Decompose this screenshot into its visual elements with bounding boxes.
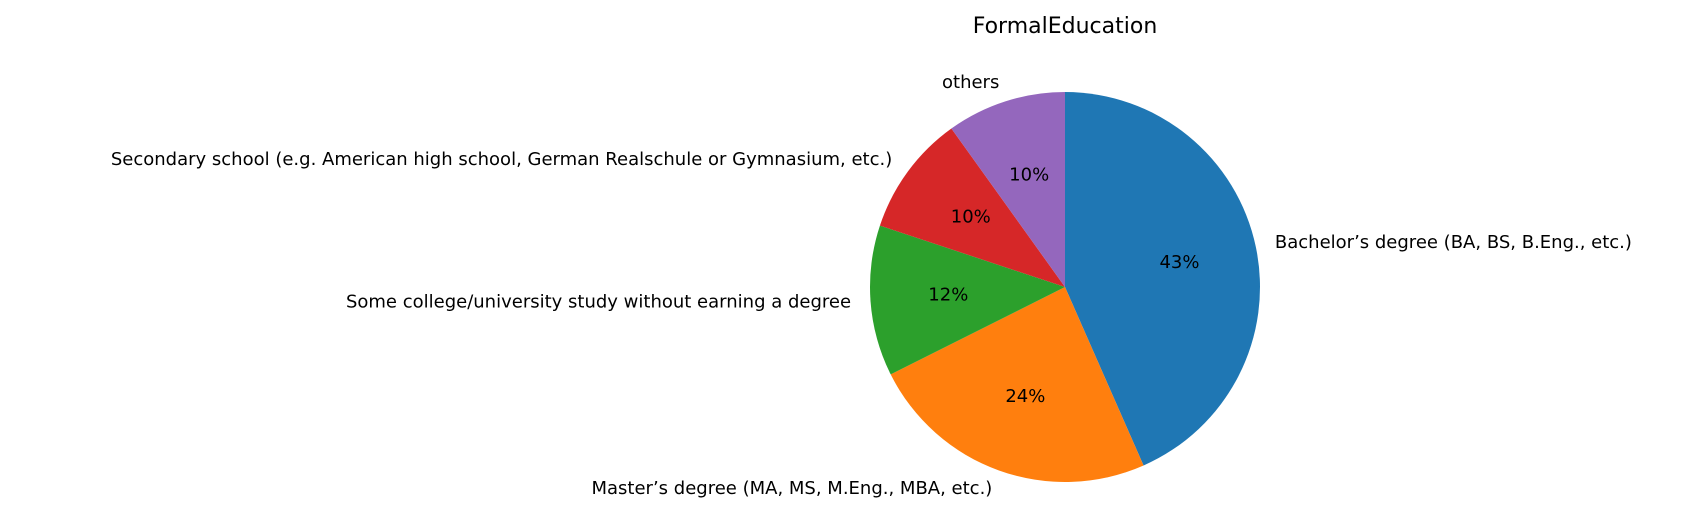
pie-percent-label: 12% (928, 284, 968, 305)
pie-category-label: others (942, 72, 999, 93)
pie-slice-bachelor-s-degree-ba-bs-b-eng-etc (1065, 92, 1260, 466)
pie-percent-label: 10% (951, 207, 991, 228)
pie-slice-master-s-degree-ma-ms-m-eng-mba-etc (890, 287, 1144, 482)
pie-slice-others (951, 92, 1065, 287)
pie-slice-secondary-school-e-g-american-high-schoo (879, 128, 1065, 287)
pie-category-labels: Bachelor’s degree (BA, BS, B.Eng., etc.)… (111, 72, 1632, 499)
pie-category-label: Bachelor’s degree (BA, BS, B.Eng., etc.) (1275, 232, 1632, 253)
pie-category-label: Some college/university study without ea… (346, 291, 851, 312)
pie-percent-labels: 43% 24% 12% 10% 10% (928, 165, 1199, 407)
pie-category-label: Secondary school (e.g. American high sch… (111, 149, 892, 170)
pie-percent-label: 24% (1005, 386, 1045, 407)
chart-title: FormalEducation (973, 14, 1158, 39)
pie-category-label: Master’s degree (MA, MS, M.Eng., MBA, et… (591, 478, 992, 499)
pie-slices (870, 92, 1260, 482)
pie-percent-label: 43% (1159, 252, 1199, 273)
pie-slice-some-college-university-study-without-ea (870, 225, 1065, 375)
pie-percent-label: 10% (1009, 165, 1049, 186)
